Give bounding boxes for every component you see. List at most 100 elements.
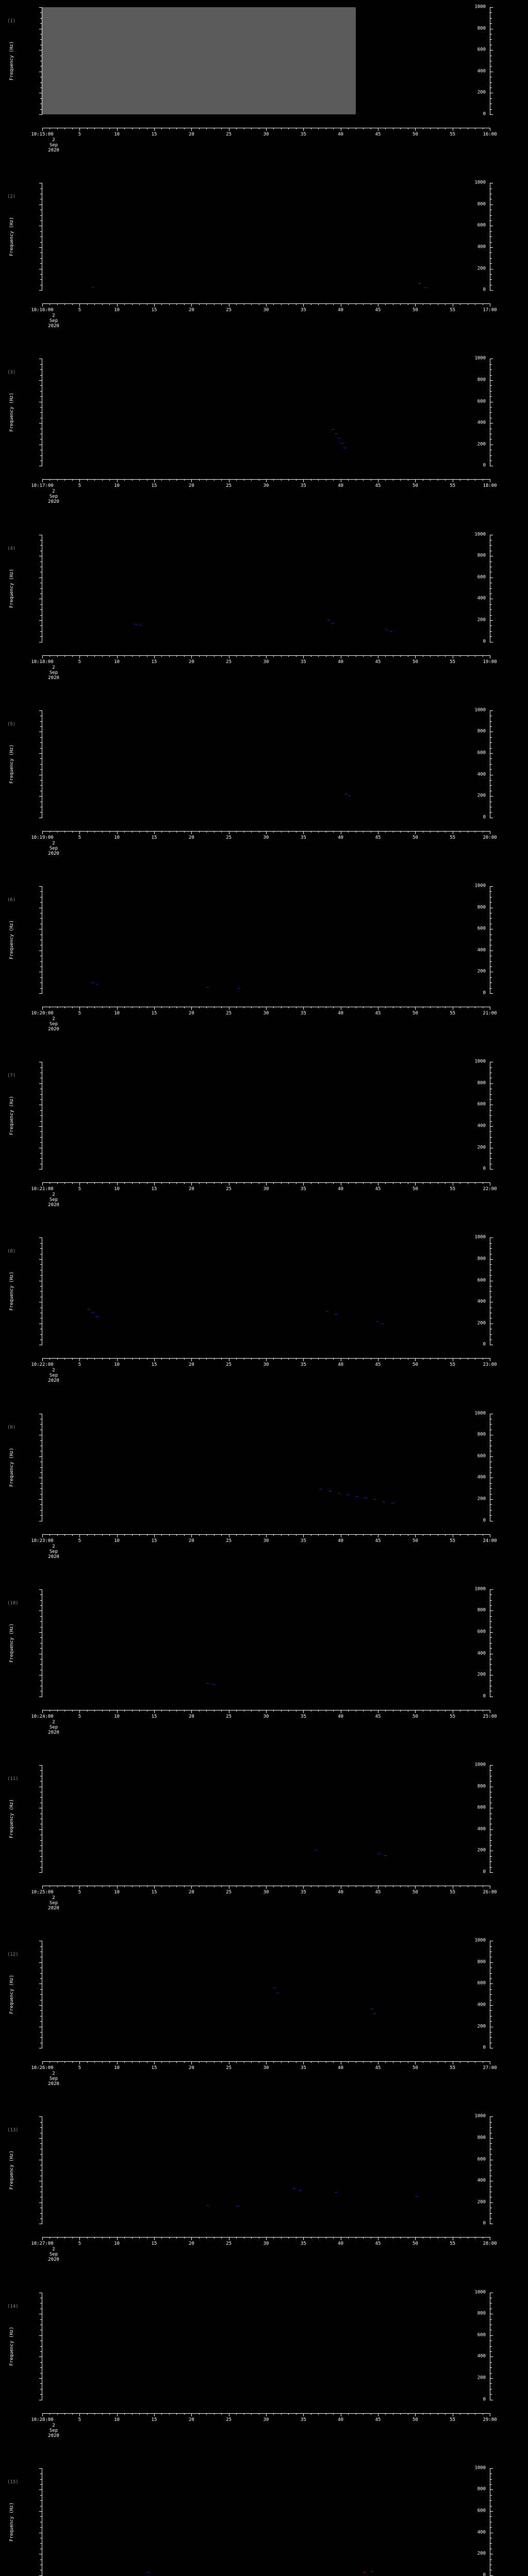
data-point (293, 2188, 296, 2189)
x-tick-minor (64, 1182, 65, 1184)
y-tick (39, 620, 42, 621)
x-tick-minor (400, 303, 401, 306)
plot-area[interactable]: 0 200 400 600 800 1000 (39, 532, 493, 644)
y-tick (39, 2202, 42, 2203)
x-tick-label: 20 (188, 483, 194, 489)
y-tick-minor-right (490, 1840, 492, 1841)
x-tick-minor (251, 1358, 252, 1360)
plot-area[interactable]: 0 200 400 600 800 1000 (39, 708, 493, 820)
y-tick-minor (40, 385, 42, 386)
plot-area[interactable]: 0 200 400 600 800 1000 (39, 2290, 493, 2402)
plot-area[interactable]: 0 200 400 600 800 1000 (39, 2114, 493, 2226)
plot-area[interactable]: 0 200 400 600 800 1000 (39, 1587, 493, 1699)
x-tick-label: 50 (412, 659, 418, 665)
x-tick-label: 16:00 (483, 132, 497, 137)
x-tick-minor (348, 2413, 349, 2415)
x-tick-label: 10:15:00 (31, 132, 54, 137)
data-point (418, 283, 421, 284)
x-tick-minor (139, 655, 140, 657)
x-tick-minor (251, 479, 252, 481)
x-tick-minor (288, 128, 289, 129)
plot-area[interactable]: 0 200 400 600 800 1000 (39, 180, 493, 292)
x-tick-minor (199, 1534, 200, 1536)
x-tick-minor (385, 831, 386, 833)
y-tick-minor (40, 236, 42, 238)
x-tick-minor (236, 1886, 237, 1887)
x-tick-label: 25 (226, 483, 232, 489)
y-tick-minor-right (490, 2473, 492, 2475)
x-tick-minor (124, 1534, 125, 1536)
plot-area[interactable]: 0 200 400 600 800 1000 (39, 1059, 493, 1171)
x-tick-minor (131, 1886, 133, 1887)
x-tick-minor (72, 831, 73, 833)
x-tick-label: 15 (151, 308, 157, 313)
plot-area[interactable]: 0 200 400 600 800 1000 (39, 1411, 493, 1523)
x-tick-minor (184, 1534, 185, 1536)
y-tick (39, 993, 42, 994)
y-tick-minor-right (490, 2218, 492, 2219)
x-tick-minor (385, 655, 386, 657)
x-tick-label: 20 (188, 132, 194, 137)
y-tick-minor (40, 1253, 42, 1255)
plot-area[interactable]: 0 200 400 600 800 1000 (39, 1938, 493, 2050)
y-tick-minor (40, 1494, 42, 1495)
x-tick-label: 30 (263, 1714, 269, 1719)
x-tick-minor (363, 1007, 364, 1008)
y-tick-minor-right (490, 1424, 492, 1425)
y-tick-right (490, 1126, 493, 1127)
x-tick-minor (199, 2413, 200, 2415)
x-tick-minor (445, 655, 446, 657)
y-tick-minor-right (490, 1115, 492, 1116)
y-tick (39, 2575, 42, 2576)
x-tick-minor (94, 2237, 95, 2239)
y-tick-minor (40, 2394, 42, 2395)
x-tick-minor (430, 1886, 431, 1887)
x-tick-minor (87, 2061, 88, 2063)
x-tick (154, 1534, 155, 1537)
y-tick-minor-right (490, 1483, 492, 1484)
x-tick (415, 303, 416, 307)
data-point (424, 287, 427, 288)
date-stamp: 2 Sep 2020 (48, 1719, 59, 1735)
x-tick-minor (430, 1182, 431, 1184)
x-tick-label: 55 (450, 483, 456, 489)
x-tick (191, 1709, 192, 1713)
x-tick-minor (176, 1709, 177, 1711)
x-tick-minor (199, 1182, 200, 1184)
x-tick-minor (109, 2061, 110, 2063)
plot-area[interactable]: 0 200 400 600 800 1000 (39, 5, 493, 116)
data-point (212, 1684, 215, 1685)
y-tick-minor (40, 769, 42, 770)
y-tick-minor (40, 18, 42, 19)
x-tick-label: 20 (188, 1538, 194, 1544)
x-tick-minor (87, 303, 88, 306)
x-tick-label: 10 (114, 2065, 120, 2071)
y-tick-minor-right (490, 1121, 492, 1122)
x-tick-minor (124, 655, 125, 657)
plot-area[interactable]: 0 200 400 600 800 1000 (39, 884, 493, 995)
y-tick-label: 800 (477, 1256, 486, 1262)
plot-area[interactable]: 0 200 400 600 800 1000 (39, 1235, 493, 1347)
y-tick-label: 200 (477, 1145, 486, 1150)
plot-area[interactable]: 0 200 400 600 800 1000 (39, 2466, 493, 2576)
plot-area[interactable]: 0 200 400 600 800 1000 (39, 356, 493, 468)
y-tick-right (490, 2489, 493, 2490)
x-tick-minor (280, 831, 282, 833)
x-tick-minor (430, 128, 431, 129)
y-tick-minor (40, 1946, 42, 1947)
x-tick-label: 40 (338, 1187, 344, 1192)
y-tick-right (490, 1589, 493, 1590)
data-point (87, 1309, 90, 1310)
x-tick-minor (385, 1007, 386, 1008)
y-axis-title: Frequency (Hz) (9, 41, 14, 80)
x-tick-minor (57, 1534, 58, 1536)
x-tick (266, 303, 267, 307)
plot-area[interactable]: 0 200 400 600 800 1000 (39, 1762, 493, 1875)
x-tick-label: 25 (226, 2065, 232, 2071)
x-tick-minor (72, 1534, 73, 1536)
x-tick-label: 45 (375, 1714, 381, 1719)
y-tick-label: 0 (483, 1869, 486, 1875)
x-tick-minor (139, 2413, 140, 2415)
x-tick-minor (280, 128, 282, 129)
x-tick-label: 40 (338, 2241, 344, 2247)
